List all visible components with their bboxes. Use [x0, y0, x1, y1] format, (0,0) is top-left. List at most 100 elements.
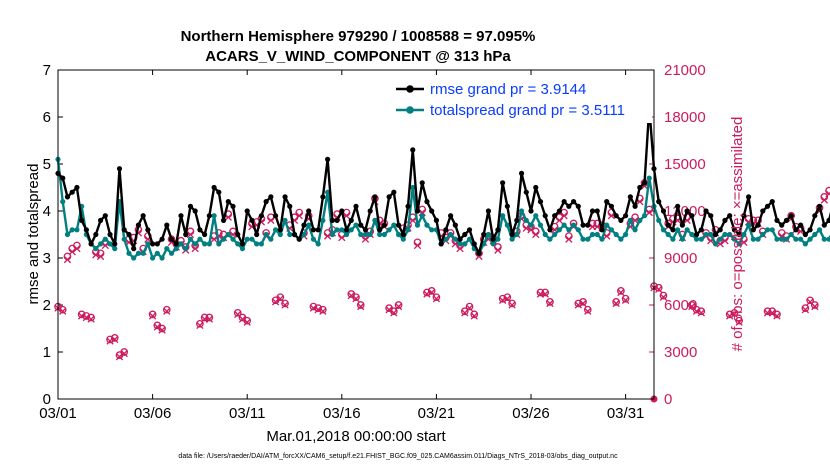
totalspread-point	[112, 246, 118, 252]
rmse-point	[722, 217, 728, 223]
rmse-point	[764, 203, 771, 209]
legend-spread-label: totalspread grand pr = 3.5111	[430, 102, 625, 119]
rmse-point	[821, 222, 827, 228]
rmse-point	[192, 208, 198, 214]
obs-assimilated-marker	[153, 323, 161, 331]
obs-assimilated-marker	[385, 306, 393, 314]
rmse-point	[277, 227, 283, 233]
rmse-point	[665, 222, 671, 228]
totalspread-point	[107, 241, 113, 247]
totalspread-point	[731, 236, 738, 242]
totalspread-point	[339, 227, 345, 233]
rmse-point	[348, 217, 354, 223]
rmse-point	[315, 227, 321, 233]
totalspread-point	[249, 236, 255, 242]
obs-assimilated-marker	[271, 298, 280, 306]
totalspread-point	[641, 213, 648, 219]
totalspread-point	[736, 241, 742, 247]
totalspread-point	[254, 241, 260, 247]
obs-assimilated-marker	[579, 299, 587, 308]
obs-assimilated-marker	[210, 235, 218, 243]
rmse-point	[807, 227, 813, 233]
rmse-point	[310, 227, 317, 233]
totalspread-point	[807, 236, 813, 242]
totalspread-point	[414, 222, 421, 228]
obs-possible-marker	[810, 301, 819, 309]
obs-assimilated-marker	[565, 235, 573, 243]
rmse-point	[689, 213, 695, 219]
rmse-point	[145, 227, 151, 233]
obs-assimilated-marker	[158, 326, 166, 334]
rmse-point	[471, 241, 477, 247]
rmse-point	[466, 227, 473, 233]
obs-assimilated-marker	[428, 288, 436, 297]
rmse-point	[547, 227, 553, 233]
rmse-point	[358, 222, 364, 228]
rmse-point	[457, 236, 463, 242]
chart-title-line-1: Northern Hemisphere 979290 / 1008588 = 9…	[181, 28, 536, 45]
totalspread-point	[627, 217, 633, 223]
totalspread-point	[443, 236, 449, 242]
totalspread-point	[168, 250, 175, 256]
obs-possible-marker	[314, 304, 323, 312]
rmse-point	[679, 222, 685, 228]
totalspread-point	[518, 208, 525, 214]
rmse-point	[220, 217, 227, 223]
totalspread-point	[698, 236, 704, 242]
obs-assimilated-marker	[645, 208, 653, 217]
totalspread-point	[220, 236, 227, 242]
y-tick-label: 2	[43, 297, 51, 314]
y-tick-label: 4	[43, 203, 51, 220]
rmse-point	[500, 180, 506, 186]
rmse-point	[537, 199, 544, 205]
rmse-point	[608, 203, 615, 209]
totalspread-point	[812, 231, 818, 238]
totalspread-point	[675, 227, 681, 233]
totalspread-point	[258, 241, 264, 247]
rmse-point	[731, 227, 738, 233]
totalspread-point	[703, 231, 709, 238]
totalspread-point	[367, 231, 373, 238]
totalspread-point	[69, 227, 75, 233]
totalspread-point	[154, 250, 160, 256]
totalspread-point	[192, 241, 198, 247]
obs-assimilated-marker	[721, 237, 729, 245]
y-tick-label: 6	[43, 109, 51, 126]
rmse-point	[443, 227, 449, 233]
rmse-point	[727, 213, 733, 219]
totalspread-point	[670, 236, 676, 242]
totalspread-point	[708, 231, 714, 238]
obs-assimilated-marker	[584, 307, 592, 315]
rmse-point	[509, 231, 515, 238]
rmse-point	[419, 180, 425, 186]
plot-frame	[57, 69, 655, 400]
series-layer	[54, 105, 830, 403]
rmse-point	[656, 199, 662, 205]
rmse-point	[750, 227, 756, 233]
totalspread-point	[282, 217, 288, 223]
obs-possible-marker	[465, 302, 474, 311]
obs-assimilated-marker	[224, 213, 232, 221]
legend-rmse-marker	[406, 85, 414, 93]
rmse-point	[783, 217, 790, 223]
rmse-point	[684, 208, 690, 214]
rmse-point	[320, 194, 326, 200]
totalspread-point	[490, 241, 496, 247]
rmse-point	[594, 208, 600, 214]
obs-possible-marker	[687, 301, 696, 309]
rmse-point	[235, 231, 241, 238]
totalspread-point	[646, 175, 652, 181]
obs-possible-marker	[612, 298, 621, 306]
x-tick-label: 03/11	[229, 405, 265, 422]
totalspread-point	[542, 231, 548, 238]
rmse-point	[60, 175, 66, 181]
totalspread-point	[594, 231, 600, 238]
obs-possible-marker	[546, 298, 554, 306]
x-tick-label: 03/06	[134, 405, 172, 422]
obs-possible-marker	[806, 296, 814, 305]
obs-assimilated-marker	[309, 304, 318, 312]
totalspread-point	[239, 246, 246, 252]
y-tick-label: 5	[43, 156, 51, 173]
rmse-point	[135, 222, 142, 228]
